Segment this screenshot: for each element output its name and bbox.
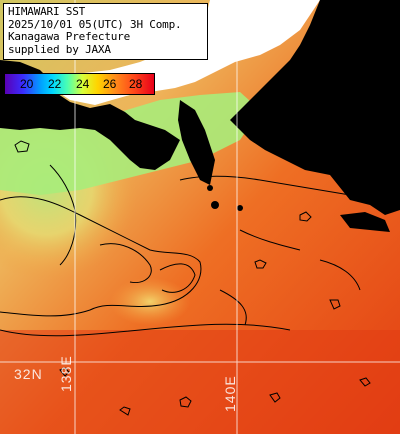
island-1 [211,201,219,209]
lat-label-32n: 32N [14,366,43,382]
info-title: HIMAWARI SST [8,5,86,18]
island-3 [207,185,213,191]
temperature-legend: 20 22 24 26 28 [4,73,155,95]
isotherm-contours [0,164,361,337]
info-region: Kanagawa Prefecture [8,30,131,43]
legend-tick-24: 24 [76,77,90,91]
legend-tick-22: 22 [48,77,62,91]
land-kanto [230,0,400,215]
legend-tick-28: 28 [129,77,143,91]
lon-label-140e: 140E [222,375,238,412]
legend-tick-26: 26 [103,77,117,91]
legend-tick-20: 20 [20,77,34,91]
island-2 [237,205,243,211]
info-timestamp: 2025/10/01 05(UTC) 3H Comp. [8,17,182,31]
land-boso-tip [340,212,390,232]
land-izu-peninsula [178,100,215,185]
southern-warm-water [0,330,400,434]
warm-tongue [60,220,260,340]
lon-label-138e: 138E [58,355,74,392]
isotherm-patches [14,140,371,416]
info-source: supplied by JAXA [8,42,111,56]
map-info-box: HIMAWARI SST 2025/10/01 05(UTC) 3H Comp.… [3,3,208,60]
